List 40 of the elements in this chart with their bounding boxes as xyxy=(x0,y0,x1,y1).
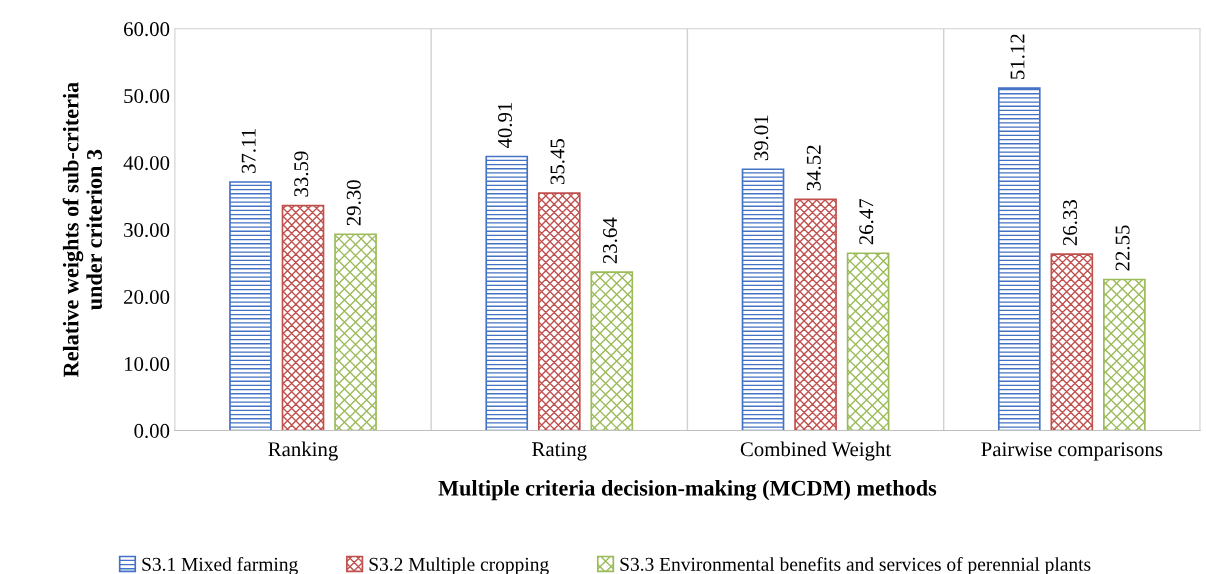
y-tick-label: 20.00 xyxy=(124,289,170,305)
bar xyxy=(794,198,837,431)
y-tick-label: 40.00 xyxy=(123,156,170,171)
y-tick-label: 60.00 xyxy=(124,22,170,37)
bar xyxy=(229,181,272,431)
x-tick-label: Ranking xyxy=(268,441,338,461)
bar xyxy=(590,271,634,431)
legend-label: S3.1 Mixed farming xyxy=(142,556,298,574)
y-tick-label: 0.00 xyxy=(134,423,170,439)
data-label: 39.01 xyxy=(754,115,769,161)
data-label: 40.91 xyxy=(497,102,513,149)
x-tick-label: Rating xyxy=(532,442,587,461)
data-label: 22.55 xyxy=(1115,225,1130,271)
x-axis-title: Multiple criteria decision-making (MCDM) methods xyxy=(438,480,937,501)
bar xyxy=(846,252,890,431)
data-label: 26.47 xyxy=(859,198,874,245)
legend-label: S3.3 Environmental benefits and services of perennial plants xyxy=(620,556,1091,574)
data-label: 37.11 xyxy=(241,129,256,173)
data-label: 35.45 xyxy=(550,139,565,185)
data-label: 34.52 xyxy=(806,145,821,191)
x-tick-label: Pairwise comparisons xyxy=(981,442,1163,461)
data-label: 23.64 xyxy=(603,217,618,264)
data-label: 51.12 xyxy=(1010,34,1025,79)
bar xyxy=(1050,253,1094,431)
bar xyxy=(485,155,529,431)
bar xyxy=(997,87,1041,431)
x-tick-label: Combined Weight xyxy=(740,441,892,461)
bar xyxy=(537,192,581,431)
legend-label: S3.2 Multiple cropping xyxy=(369,557,549,574)
data-label: 26.33 xyxy=(1063,200,1078,246)
data-label: 33.59 xyxy=(294,151,309,197)
y-tick-label: 30.00 xyxy=(124,222,170,238)
bar xyxy=(281,204,325,431)
bar xyxy=(741,168,785,431)
y-tick-label: 10.00 xyxy=(124,356,170,372)
bar xyxy=(334,233,377,431)
data-label: 29.30 xyxy=(346,180,361,226)
y-axis-title: Relative weights of sub-criteria under criterion 3 xyxy=(62,82,103,378)
bar xyxy=(1103,278,1146,431)
y-tick-label: 50.00 xyxy=(124,89,170,104)
